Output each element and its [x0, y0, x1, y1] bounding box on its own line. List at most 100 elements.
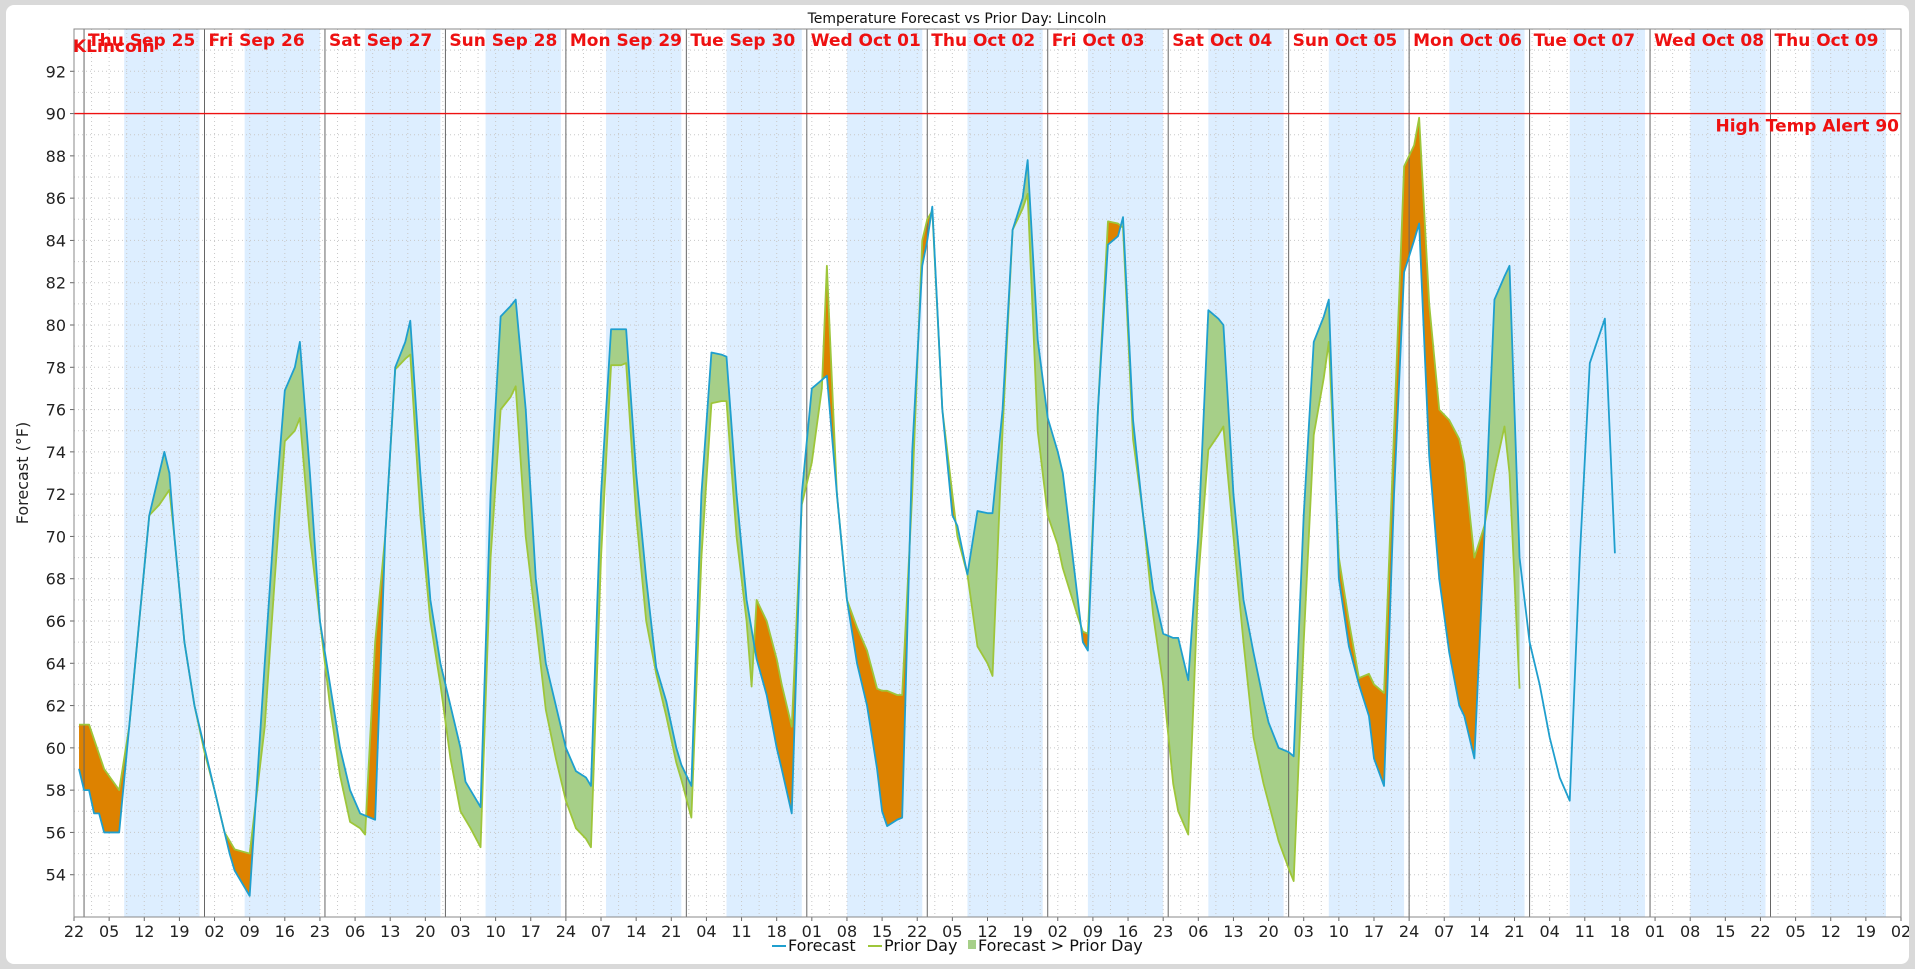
- y-tick-label: 58: [46, 781, 66, 800]
- y-tick-label: 56: [46, 823, 66, 842]
- y-tick-label: 68: [46, 570, 66, 589]
- x-tick-label: 11: [1575, 922, 1595, 941]
- plot-border: [73, 28, 1902, 918]
- x-tick-label: 02: [1891, 922, 1909, 941]
- x-tick-label: 05: [1785, 922, 1805, 941]
- series-line-prior-day: [79, 116, 1521, 882]
- x-tick-label: 12: [977, 922, 997, 941]
- x-tick-label: 19: [1856, 922, 1876, 941]
- fill-forecast-higher: [1484, 265, 1520, 689]
- x-tick-label: 16: [275, 922, 295, 941]
- day-label: Wed Oct 01: [811, 31, 921, 51]
- x-tick-label: 09: [239, 922, 259, 941]
- x-tick-label: 07: [591, 922, 611, 941]
- fill-forecast-higher: [1120, 217, 1336, 882]
- day-label: Mon Sep 29: [570, 31, 682, 51]
- day-label: Sat Sep 27: [329, 31, 432, 51]
- day-separators: [83, 29, 1771, 917]
- legend-swatch-forecast-higher: [968, 940, 976, 949]
- series-lines: [78, 116, 1616, 897]
- threshold-label: High Temp Alert 90: [1715, 117, 1899, 137]
- temperature-chart: Temperature Forecast vs Prior Day: Linco…: [13, 11, 1909, 955]
- day-label: Sun Sep 28: [449, 31, 557, 51]
- x-tick-label: 13: [380, 922, 400, 941]
- x-tick-label: 23: [310, 922, 330, 941]
- x-tick-label: 02: [204, 922, 224, 941]
- y-tick-label: 62: [46, 697, 66, 716]
- y-axis-label: Forecast (°F): [13, 422, 32, 524]
- y-tick-label: 72: [46, 485, 66, 504]
- x-tick-label: 21: [661, 922, 681, 941]
- legend-label-forecast: Forecast: [788, 936, 856, 955]
- y-tick-label: 84: [46, 231, 66, 250]
- x-tick-label: 20: [415, 922, 435, 941]
- x-tick-label: 10: [1329, 922, 1349, 941]
- x-tick-label: 24: [1399, 922, 1419, 941]
- fill-forecast-lower: [224, 802, 256, 896]
- x-tick-label: 12: [134, 922, 154, 941]
- x-tick-label: 22: [64, 922, 84, 941]
- x-tick-label: 18: [1610, 922, 1630, 941]
- x-tick-label: 23: [1153, 922, 1173, 941]
- y-tick-label: 66: [46, 612, 66, 631]
- x-tick-label: 05: [942, 922, 962, 941]
- x-tick-label: 11: [731, 922, 751, 941]
- y-tick-label: 92: [46, 62, 66, 81]
- station-label: KLincoln: [73, 37, 155, 57]
- x-tick-label: 08: [1680, 922, 1700, 941]
- x-tick-label: 16: [1118, 922, 1138, 941]
- x-tick-label: 01: [802, 922, 822, 941]
- x-tick-label: 17: [1364, 922, 1384, 941]
- y-tick-label: 82: [46, 274, 66, 293]
- y-tick-label: 90: [46, 105, 66, 124]
- y-tick-label: 76: [46, 401, 66, 420]
- fill-forecast-lower: [366, 536, 386, 820]
- x-tick-label: 14: [1469, 922, 1489, 941]
- y-tick-label: 70: [46, 527, 66, 546]
- fill-forecast-lower: [1335, 117, 1485, 786]
- y-tick-label: 54: [46, 866, 66, 885]
- x-tick-label: 06: [345, 922, 365, 941]
- x-axis-ticks: 22 05 12 19 02 09 16 23 06 13 20 03 10 17 24 07 14 21 04 11…: [64, 917, 1909, 941]
- legend-label-forecast-higher: Forecast > Prior Day: [978, 936, 1143, 955]
- day-label: Thu Sep 25: [88, 31, 195, 51]
- y-tick-label: 88: [46, 147, 66, 166]
- x-tick-label: 05: [99, 922, 119, 941]
- x-tick-label: 09: [1083, 922, 1103, 941]
- x-tick-label: 21: [1504, 922, 1524, 941]
- y-tick-label: 74: [46, 443, 66, 462]
- x-tick-label: 18: [767, 922, 787, 941]
- y-axis-ticks: 54 56 58 60 62 64 66 68 70 72 74 76 78 80 82 84 86 88 90 92: [46, 62, 74, 885]
- day-label: Fri Oct 03: [1052, 31, 1145, 51]
- x-tick-label: 22: [1750, 922, 1770, 941]
- y-tick-label: 86: [46, 189, 66, 208]
- day-label: Thu Oct 09: [1775, 31, 1879, 51]
- x-tick-label: 03: [1294, 922, 1314, 941]
- legend: Forecast Prior Day Forecast > Prior Day: [772, 936, 1143, 955]
- day-label: Thu Oct 02: [931, 31, 1035, 51]
- day-label: Tue Sep 30: [690, 31, 795, 51]
- fill-forecast-lower: [822, 265, 837, 495]
- chart-frame: Temperature Forecast vs Prior Day: Linco…: [6, 5, 1909, 964]
- fill-forecast-lower: [754, 528, 801, 814]
- day-label: Wed Oct 08: [1654, 31, 1764, 51]
- daytime-band: [1087, 29, 1164, 917]
- x-tick-label: 19: [169, 922, 189, 941]
- x-tick-label: 10: [485, 922, 505, 941]
- x-tick-label: 13: [1223, 922, 1243, 941]
- chart-title: Temperature Forecast vs Prior Day: Linco…: [807, 11, 1107, 27]
- fill-forecast-higher: [955, 160, 1081, 676]
- series-line-forecast: [78, 159, 1616, 897]
- x-tick-label: 04: [1539, 922, 1559, 941]
- x-tick-label: 04: [696, 922, 716, 941]
- day-label: Fri Sep 26: [209, 31, 305, 51]
- y-tick-label: 60: [46, 739, 66, 758]
- x-tick-label: 15: [872, 922, 892, 941]
- x-tick-label: 24: [556, 922, 576, 941]
- x-tick-label: 14: [626, 922, 646, 941]
- x-tick-label: 12: [1821, 922, 1841, 941]
- x-tick-label: 22: [907, 922, 927, 941]
- legend-label-prior-day: Prior Day: [884, 936, 957, 955]
- x-tick-label: 01: [1645, 922, 1665, 941]
- x-tick-label: 15: [1715, 922, 1735, 941]
